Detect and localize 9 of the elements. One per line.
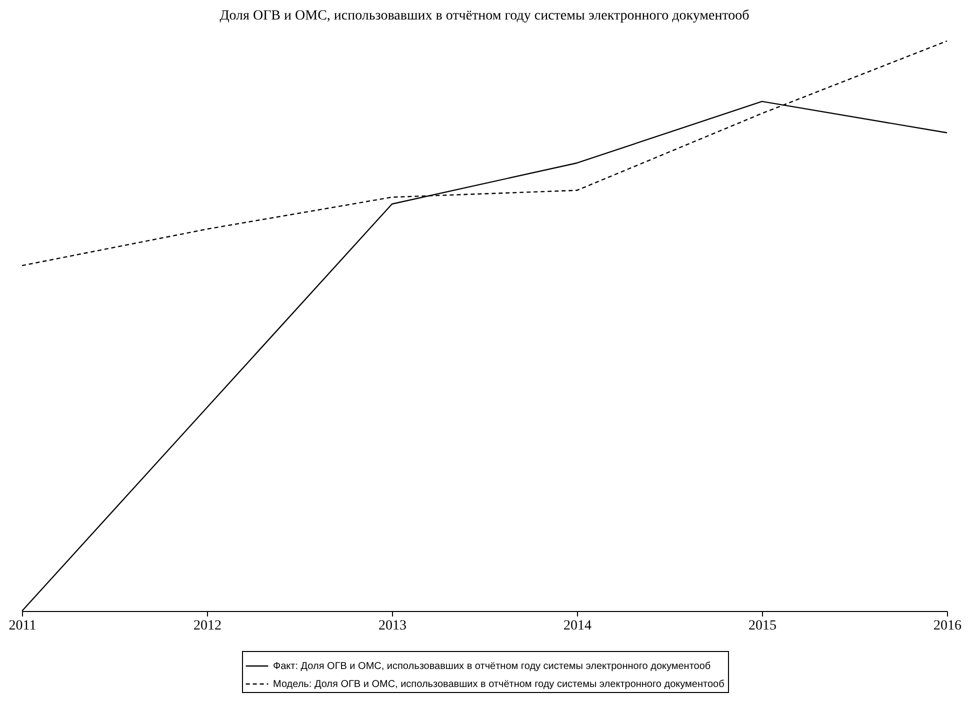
legend-label: Факт: Доля ОГВ и ОМС, использовавших в отчётном году системы электронного документооб (273, 661, 711, 672)
x-tick-label: 2016 (934, 618, 962, 634)
x-tick-label: 2011 (8, 618, 36, 634)
x-tick-label: 2014 (564, 618, 592, 634)
legend-label: Модель: Доля ОГВ и ОМС, использовавших в отчётном году системы электронного документооб (273, 679, 725, 690)
x-tick-label: 2012 (194, 618, 222, 634)
x-tick-label: 2013 (378, 618, 406, 634)
chart-title: Доля ОГВ и ОМС, использовавших в отчётном году системы электронного документооб (220, 8, 750, 24)
x-tick-label: 2015 (748, 618, 776, 634)
